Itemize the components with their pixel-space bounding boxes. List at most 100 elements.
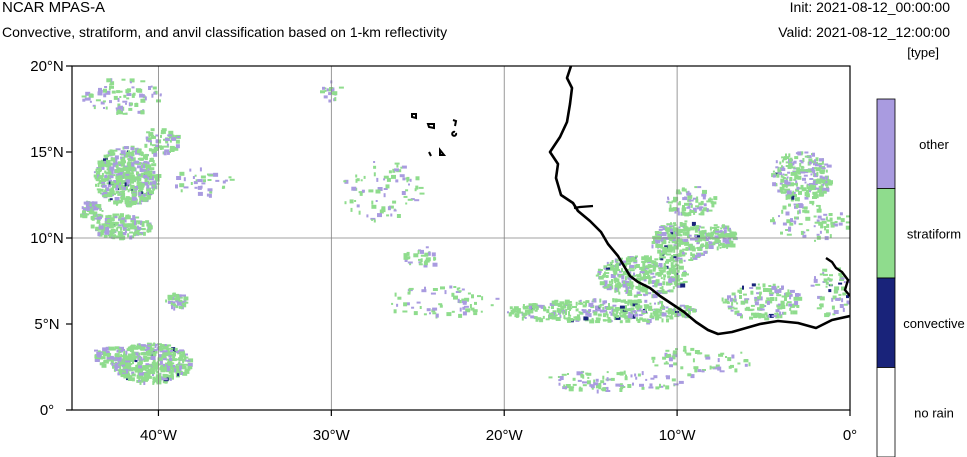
lat-tick-label: 5°N (34, 316, 59, 333)
rain-pixel (775, 309, 780, 313)
rain-pixel (120, 176, 123, 181)
rain-pixel (117, 361, 121, 364)
rain-pixel (109, 85, 114, 89)
rain-pixel (604, 300, 607, 304)
rain-pixel (565, 308, 568, 312)
rain-pixel (117, 201, 123, 204)
rain-pixel (127, 358, 133, 363)
rain-pixel (822, 183, 825, 186)
rain-pixel (663, 384, 666, 387)
rain-pixel (668, 246, 674, 250)
rain-pixel (603, 275, 609, 278)
rain-pixel (105, 187, 108, 190)
rain-pixel (192, 176, 195, 179)
rain-pixel (720, 227, 723, 230)
rain-pixel (118, 218, 121, 221)
rain-pixel (826, 164, 832, 168)
rain-pixel (667, 201, 673, 204)
rain-pixel (687, 228, 690, 233)
rain-pixel (632, 382, 634, 386)
rain-pixel (688, 308, 691, 311)
rain-pixel (155, 134, 159, 137)
rain-pixel (687, 194, 693, 199)
rain-pixel (183, 296, 189, 301)
rain-pixel (775, 297, 778, 302)
rain-pixel (687, 206, 691, 209)
rain-pixel (611, 279, 613, 282)
colorbar-label: stratiform (907, 226, 961, 241)
rain-pixel (579, 371, 584, 374)
rain-pixel (780, 305, 786, 309)
rain-pixel (798, 223, 803, 226)
rain-pixel (103, 158, 108, 163)
rain-pixel (101, 184, 107, 188)
rain-pixel (153, 349, 158, 352)
rain-pixel (414, 188, 417, 192)
rain-pixel (142, 94, 145, 98)
rain-pixel (809, 183, 815, 185)
rain-pixel (174, 358, 180, 361)
rain-pixel (407, 291, 411, 295)
rain-pixel (642, 273, 646, 277)
rain-pixel (383, 193, 386, 198)
rain-pixel (821, 220, 827, 224)
rain-pixel (622, 271, 627, 276)
rain-pixel (156, 361, 159, 364)
lat-tick-label: 10°N (30, 230, 64, 247)
rain-pixel (627, 256, 632, 261)
rain-pixel (686, 192, 692, 196)
rain-pixel (649, 315, 655, 319)
rain-pixel (649, 383, 653, 387)
rain-pixel (152, 184, 156, 187)
rain-pixel (125, 350, 128, 355)
rain-pixel (744, 359, 749, 362)
rain-pixel (152, 86, 157, 90)
rain-pixel (799, 162, 802, 167)
rain-pixel (649, 302, 652, 305)
rain-pixel (806, 190, 809, 193)
rain-pixel (162, 377, 166, 380)
rain-pixel (768, 285, 772, 287)
rain-pixel (120, 353, 123, 357)
rain-pixel (559, 301, 565, 305)
rain-pixel (703, 250, 708, 254)
rain-pixel (700, 253, 705, 256)
rain-pixel (700, 252, 704, 255)
rain-pixel (134, 231, 140, 235)
rain-pixel (140, 165, 143, 169)
rain-pixel (94, 177, 99, 180)
rain-pixel (680, 283, 686, 288)
rain-pixel (754, 299, 757, 303)
rain-pixel (158, 354, 164, 359)
rain-pixel (597, 272, 600, 276)
rain-pixel (654, 302, 656, 305)
rain-pixel (453, 295, 458, 300)
rain-pixel (778, 288, 782, 293)
rain-pixel (119, 369, 125, 372)
rain-pixel (144, 96, 147, 101)
rain-pixel (821, 167, 826, 170)
rain-pixel (618, 274, 622, 278)
rain-pixel (131, 86, 135, 89)
rain-pixel (163, 363, 165, 368)
rain-pixel (720, 352, 725, 355)
rain-pixel (785, 292, 791, 295)
rain-pixel (546, 309, 550, 314)
rain-pixel (97, 174, 100, 179)
rain-pixel (800, 187, 803, 190)
rain-pixel (171, 305, 173, 310)
rain-pixel (123, 374, 129, 379)
rain-pixel (165, 358, 170, 361)
rain-pixel (107, 346, 110, 351)
rain-pixel (197, 179, 202, 182)
rain-pixel (833, 310, 839, 314)
rain-pixel (138, 372, 144, 376)
rain-pixel (433, 257, 437, 261)
rain-pixel (682, 205, 685, 208)
rain-pixel (783, 311, 787, 315)
rain-pixel (614, 287, 618, 292)
rain-pixel (554, 300, 557, 305)
rain-pixel (602, 375, 605, 380)
rain-pixel (114, 222, 118, 226)
rain-pixel (354, 200, 357, 202)
